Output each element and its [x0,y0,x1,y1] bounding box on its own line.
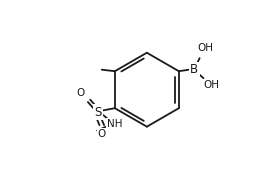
Text: NH: NH [107,119,123,129]
Text: OH: OH [203,80,219,90]
Text: O: O [98,129,106,139]
Text: OH: OH [197,43,213,53]
Text: B: B [190,63,198,76]
Text: S: S [94,106,102,118]
Text: O: O [77,88,85,98]
